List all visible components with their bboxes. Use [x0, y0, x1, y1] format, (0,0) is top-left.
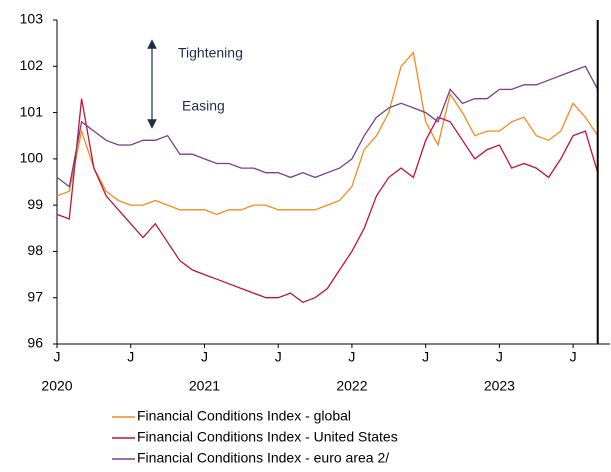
year-label: 2023	[484, 378, 515, 394]
year-label: 2021	[189, 378, 220, 394]
series-line	[56, 65, 599, 188]
x-tick-label: J	[496, 349, 503, 365]
x-tick-label: J	[422, 349, 429, 365]
y-tick-label: 100	[20, 150, 44, 166]
year-label: 2020	[41, 378, 72, 394]
legend-label: Financial Conditions Index - global	[137, 408, 351, 424]
y-tick-label: 102	[20, 57, 44, 73]
x-tick-label: J	[54, 349, 61, 365]
y-tick-label: 97	[27, 288, 43, 304]
x-tick-label: J	[201, 349, 208, 365]
series-line	[56, 50, 599, 216]
x-tick-label: J	[570, 349, 577, 365]
year-label: 2022	[336, 378, 367, 394]
y-tick-label: 96	[27, 335, 43, 351]
annotation: Tightening	[178, 45, 243, 61]
x-tick-label: J	[127, 349, 134, 365]
legend-label: Financial Conditions Index - United Stat…	[137, 429, 398, 445]
series-line	[56, 98, 599, 304]
legend-label: Financial Conditions Index - euro area 2…	[137, 450, 389, 466]
y-tick-label: 103	[20, 11, 44, 27]
y-tick-label: 99	[27, 196, 43, 212]
y-tick-label: 101	[20, 103, 44, 119]
annotation: Easing	[182, 98, 225, 114]
x-tick-label: J	[275, 349, 282, 365]
y-tick-label: 98	[27, 242, 43, 258]
x-tick-label: J	[348, 349, 355, 365]
